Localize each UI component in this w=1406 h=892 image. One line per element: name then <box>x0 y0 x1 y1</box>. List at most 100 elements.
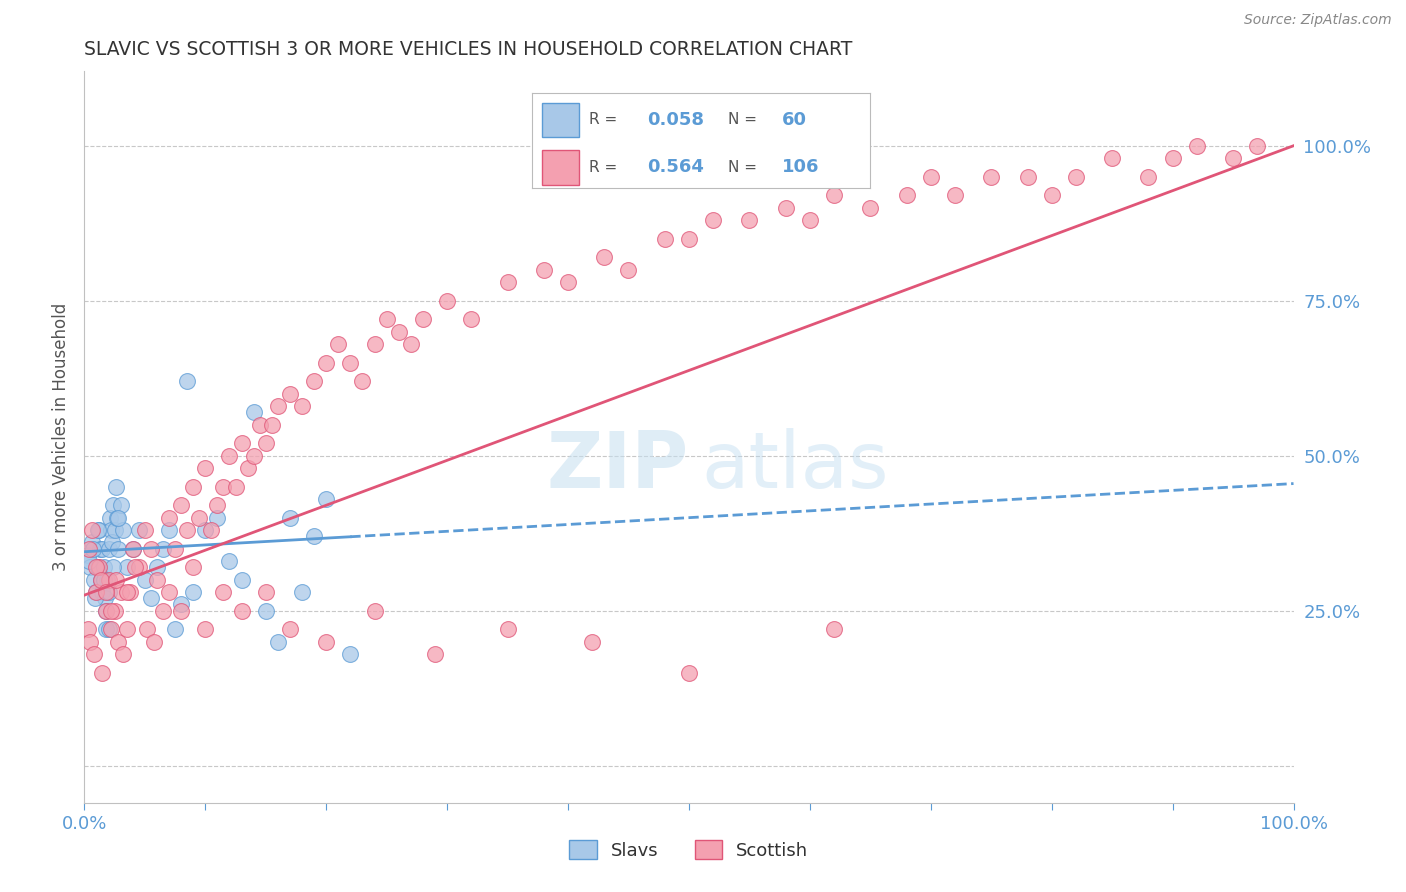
Point <box>87 560 110 574</box>
Point <box>91 541 114 556</box>
Point <box>617 262 640 277</box>
Point <box>83 573 105 587</box>
Point <box>170 598 193 612</box>
Text: ZIP: ZIP <box>547 428 689 504</box>
Point <box>267 399 290 413</box>
Point <box>97 585 120 599</box>
Point <box>339 647 361 661</box>
Point <box>212 585 235 599</box>
Point <box>181 585 204 599</box>
Point <box>1064 169 1087 184</box>
Point <box>101 535 124 549</box>
Point <box>738 213 761 227</box>
Point <box>267 634 290 648</box>
Point <box>86 585 108 599</box>
Point <box>533 262 555 277</box>
Point <box>97 622 120 636</box>
Point <box>291 399 314 413</box>
Point <box>188 510 211 524</box>
Point <box>200 523 222 537</box>
Point <box>86 523 108 537</box>
Point <box>254 436 277 450</box>
Point <box>91 585 114 599</box>
Point <box>352 374 374 388</box>
Point <box>104 604 127 618</box>
Point <box>82 541 104 556</box>
Point <box>90 573 112 587</box>
Text: N =: N = <box>728 112 762 128</box>
Point <box>678 232 700 246</box>
Point <box>254 604 277 618</box>
Point <box>194 523 217 537</box>
Point <box>859 201 882 215</box>
Point <box>96 573 118 587</box>
Point <box>678 665 700 680</box>
Point <box>115 560 138 574</box>
Point <box>93 560 115 574</box>
Point <box>94 604 117 618</box>
Point <box>581 634 603 648</box>
Point <box>77 548 100 562</box>
Point <box>654 232 676 246</box>
Point <box>77 622 100 636</box>
Point <box>120 585 142 599</box>
Point <box>278 386 301 401</box>
Point <box>100 604 122 618</box>
Point <box>254 585 277 599</box>
Point <box>460 312 482 326</box>
Point <box>302 374 325 388</box>
Point <box>181 560 204 574</box>
Point <box>1222 151 1244 165</box>
Point <box>94 622 117 636</box>
Point <box>1246 138 1268 153</box>
Point <box>104 523 127 537</box>
Point <box>100 622 122 636</box>
Text: 0.564: 0.564 <box>647 159 704 177</box>
Point <box>339 356 361 370</box>
Point <box>170 498 193 512</box>
Point <box>823 188 845 202</box>
Point <box>242 449 264 463</box>
Point <box>77 554 100 568</box>
Point <box>225 480 247 494</box>
Point <box>84 591 107 606</box>
Point <box>593 250 616 264</box>
Text: SLAVIC VS SCOTTISH 3 OR MORE VEHICLES IN HOUSEHOLD CORRELATION CHART: SLAVIC VS SCOTTISH 3 OR MORE VEHICLES IN… <box>84 39 852 59</box>
Point <box>823 622 845 636</box>
Point <box>115 585 138 599</box>
Point <box>90 573 112 587</box>
Point <box>146 560 169 574</box>
Point <box>170 604 193 618</box>
Point <box>97 573 120 587</box>
Point <box>1137 169 1160 184</box>
Point <box>107 541 129 556</box>
Point <box>94 585 117 599</box>
Point <box>207 498 229 512</box>
Point <box>134 573 156 587</box>
Y-axis label: 3 or more Vehicles in Household: 3 or more Vehicles in Household <box>52 303 70 571</box>
Point <box>94 604 117 618</box>
Text: R =: R = <box>589 160 623 175</box>
Point <box>152 541 174 556</box>
Point <box>97 541 120 556</box>
Point <box>496 275 519 289</box>
Point <box>194 461 217 475</box>
Text: Source: ZipAtlas.com: Source: ZipAtlas.com <box>1244 13 1392 28</box>
Point <box>104 480 127 494</box>
Point <box>363 337 385 351</box>
Point <box>157 585 180 599</box>
Point <box>86 560 108 574</box>
Point <box>121 541 143 556</box>
Point <box>104 573 127 587</box>
Text: atlas: atlas <box>702 428 889 504</box>
Point <box>775 201 797 215</box>
Point <box>212 480 235 494</box>
Point <box>181 480 204 494</box>
Point <box>315 634 337 648</box>
Point <box>1101 151 1123 165</box>
Point <box>207 510 229 524</box>
Point <box>87 523 110 537</box>
Point <box>943 188 966 202</box>
FancyBboxPatch shape <box>541 103 579 137</box>
Point <box>94 591 117 606</box>
